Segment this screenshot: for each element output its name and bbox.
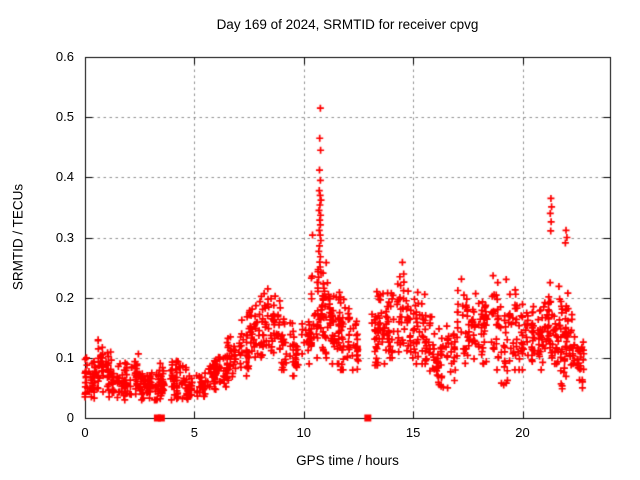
y-tick-label: 0.5 xyxy=(55,109,74,125)
y-tick-label: 0.2 xyxy=(55,289,74,305)
y-tick-label: 0.4 xyxy=(55,169,74,185)
chart-title: Day 169 of 2024, SRMTID for receiver cpv… xyxy=(216,17,479,32)
y-tick-label: 0.6 xyxy=(55,49,74,64)
x-tick-label: 10 xyxy=(296,425,311,440)
y-tick-label: 0.1 xyxy=(55,349,74,365)
y-tick-label: 0.3 xyxy=(55,229,74,245)
x-tick-label: 0 xyxy=(81,425,89,440)
x-axis-label: GPS time / hours xyxy=(296,453,399,468)
x-tick-label: 15 xyxy=(405,425,421,440)
x-tick-label: 5 xyxy=(190,425,198,440)
x-tick-label: 20 xyxy=(515,425,530,440)
y-tick-label: 0 xyxy=(66,410,74,425)
